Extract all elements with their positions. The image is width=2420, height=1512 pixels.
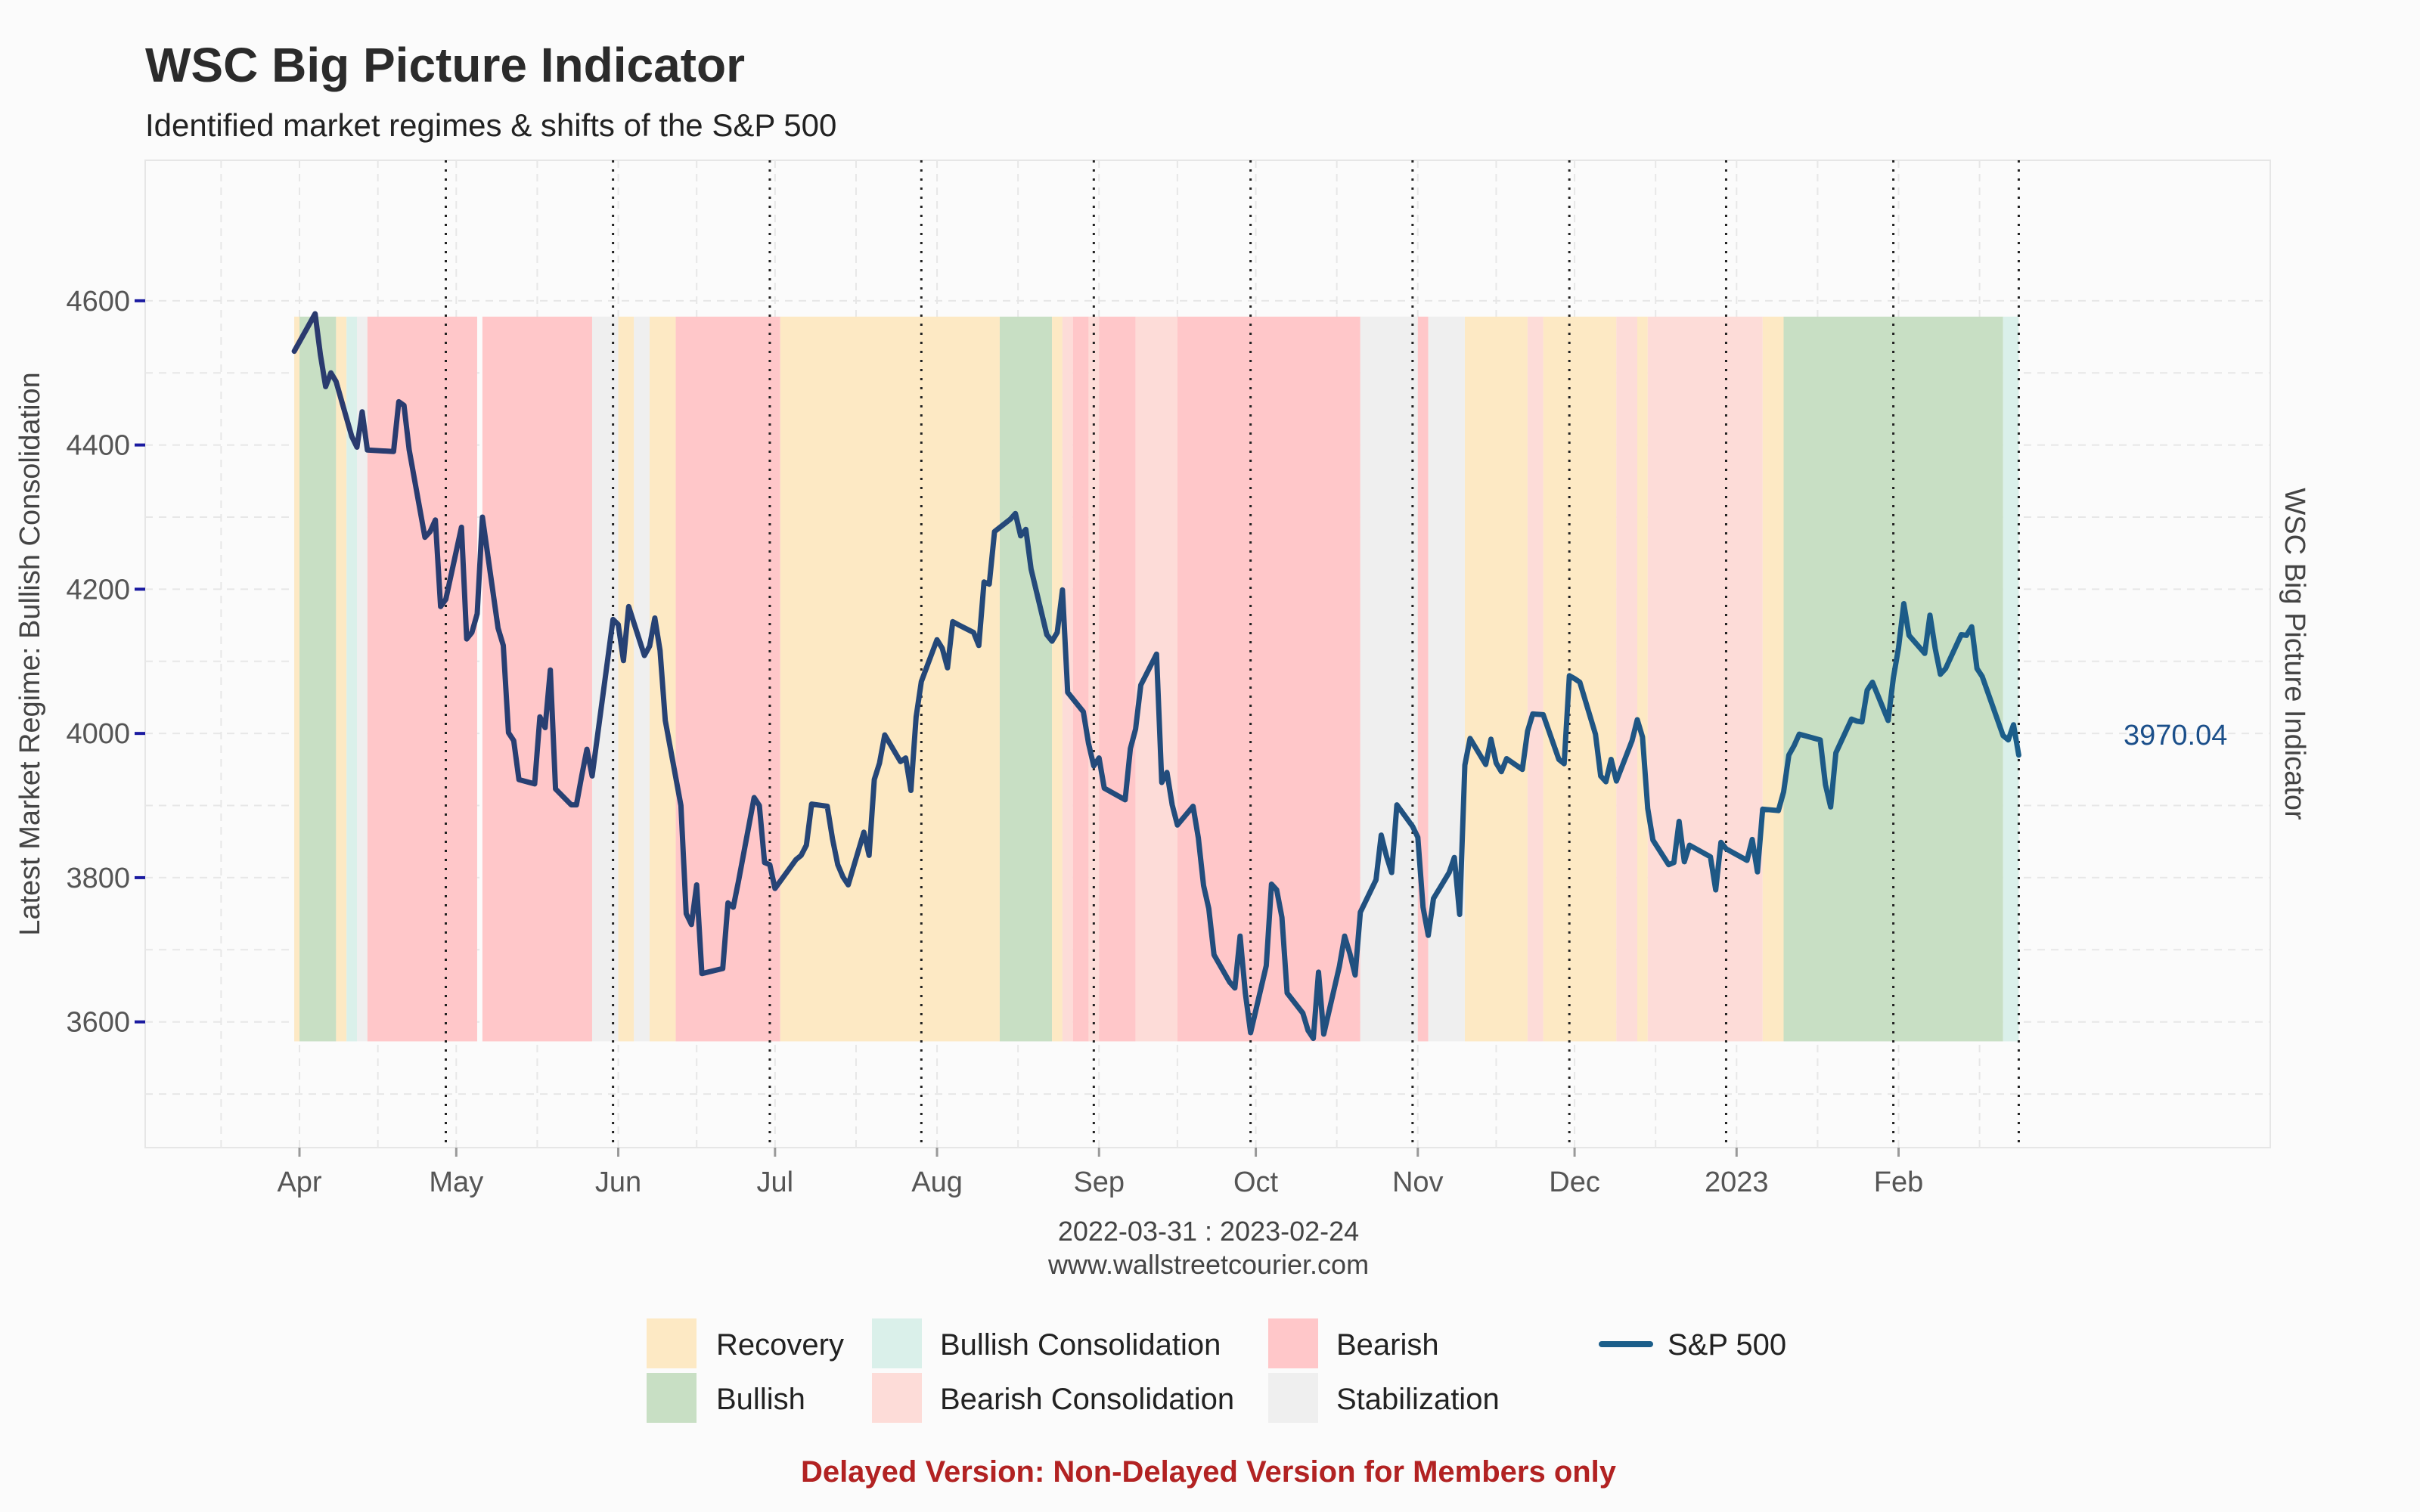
y-tick-label: 3600 [66, 1007, 130, 1039]
band-stabilization [1360, 316, 1418, 1042]
y-axis-label-right: WSC Big Picture Indicator [2279, 488, 2310, 820]
last-value-label: 3970.04 [2124, 720, 2227, 751]
legend-label-bearish-consolidation: Bearish Consolidation [940, 1383, 1234, 1416]
y-tick-label: 4400 [66, 430, 130, 462]
x-tick-label-feb: Feb [1874, 1167, 1923, 1198]
x-tick-label-jul: Jul [757, 1167, 794, 1198]
chart-title: WSC Big Picture Indicator [145, 38, 745, 92]
x-tick-label-dec: Dec [1549, 1167, 1600, 1198]
y-tick-label: 4200 [66, 574, 130, 606]
legend-label-stabilization: Stabilization [1336, 1383, 1500, 1416]
delayed-version-notice: Delayed Version: Non-Delayed Version for… [801, 1455, 1617, 1489]
band-stabilization [634, 316, 650, 1042]
band-bearish-consolidation [1527, 316, 1544, 1042]
band-recovery [1762, 316, 1784, 1042]
legend-label-bearish: Bearish [1336, 1328, 1439, 1362]
band-recovery [1464, 316, 1528, 1042]
band-bearish [1072, 316, 1089, 1042]
sp500-line [291, 311, 2021, 1042]
band-recovery [780, 316, 1000, 1042]
band-bullish-consolidation [346, 316, 358, 1042]
band-stabilization [1428, 316, 1465, 1042]
band-recovery [294, 316, 300, 1042]
x-tick-label-aug: Aug [911, 1167, 963, 1198]
legend-swatch-bearish-consolidation [872, 1373, 922, 1423]
legend-swatch-recovery [647, 1318, 697, 1368]
legend-swatch-stabilization [1268, 1373, 1318, 1423]
band-bullish-consolidation [2003, 316, 2019, 1042]
band-recovery [1543, 316, 1617, 1042]
plot-panel [144, 160, 2271, 1148]
x-tick-label-jun: Jun [595, 1167, 641, 1198]
band-bearish-consolidation [1647, 316, 1763, 1042]
x-axis-ticks: Apr May Jun Jul Aug Sep Oct Nov Dec 2023 Feb [277, 1148, 1923, 1198]
legend-swatch-bearish [1268, 1318, 1318, 1368]
legend-label-sp500: S&P 500 [1668, 1328, 1786, 1362]
x-tick-label-2023: 2023 [1705, 1167, 1769, 1198]
legend-swatch-bullish [647, 1373, 697, 1423]
band-bullish [999, 316, 1053, 1042]
y-tick-label: 4000 [66, 718, 130, 750]
band-bearish [482, 316, 592, 1042]
band-recovery [1052, 316, 1063, 1042]
band-bearish [1099, 316, 1136, 1042]
y-tick-label: 3800 [66, 863, 130, 894]
caption-url: www.wallstreetcourier.com [1047, 1249, 1369, 1280]
band-bearish [367, 316, 477, 1042]
legend-label-bullish-consolidation: Bullish Consolidation [940, 1328, 1221, 1362]
y-tick-label: 4600 [66, 286, 130, 318]
legend: Recovery Bullish Bullish Consolidation B… [647, 1318, 1786, 1423]
chart-subtitle: Identified market regimes & shifts of th… [145, 107, 836, 143]
x-tick-label-nov: Nov [1392, 1167, 1444, 1198]
sp500-line-group [291, 311, 2021, 1042]
x-tick-label-may: May [429, 1167, 483, 1198]
x-tick-label-apr: Apr [277, 1167, 321, 1198]
legend-label-recovery: Recovery [716, 1328, 844, 1362]
month-end-lines [444, 160, 2020, 1148]
x-tick-label-oct: Oct [1233, 1167, 1279, 1198]
band-recovery [618, 316, 634, 1042]
x-tick-label-sep: Sep [1073, 1167, 1125, 1198]
y-axis-ticks: 3600 3800 4000 4200 4400 4600 [66, 286, 145, 1039]
band-bearish-consolidation [1616, 316, 1637, 1042]
band-bullish [299, 316, 337, 1042]
y-axis-label: Latest Market Regime: Bullish Consolidat… [14, 372, 46, 936]
x-axis-label: 2022-03-31 : 2023-02-24 [1058, 1216, 1359, 1247]
legend-label-bullish: Bullish [716, 1383, 805, 1416]
band-recovery [1637, 316, 1648, 1042]
band-recovery [336, 316, 347, 1042]
legend-swatch-bullish-consolidation [872, 1318, 922, 1368]
band-stabilization [357, 316, 368, 1042]
